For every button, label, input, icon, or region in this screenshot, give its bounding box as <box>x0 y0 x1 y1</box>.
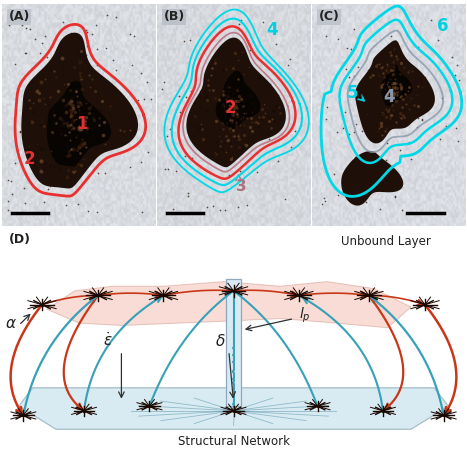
Text: Unbound Layer: Unbound Layer <box>341 235 431 249</box>
Text: 5: 5 <box>347 84 358 101</box>
Text: 4: 4 <box>383 88 395 106</box>
Polygon shape <box>47 282 411 328</box>
Text: (D): (D) <box>9 233 31 246</box>
FancyBboxPatch shape <box>226 279 241 406</box>
Polygon shape <box>186 37 286 167</box>
Text: 2: 2 <box>225 99 237 117</box>
Text: 4: 4 <box>267 21 278 39</box>
Text: (C): (C) <box>318 11 340 23</box>
Polygon shape <box>341 151 403 206</box>
Text: 1: 1 <box>76 115 88 133</box>
Polygon shape <box>21 32 138 188</box>
Text: $\alpha$: $\alpha$ <box>5 316 16 331</box>
Text: Structural Network: Structural Network <box>177 435 290 448</box>
Text: 2: 2 <box>24 150 35 169</box>
Text: $l_p$: $l_p$ <box>299 306 311 325</box>
Polygon shape <box>47 81 111 166</box>
Text: (A): (A) <box>8 11 30 23</box>
Text: 6: 6 <box>437 17 448 35</box>
Text: (B): (B) <box>163 11 185 23</box>
Polygon shape <box>380 65 412 106</box>
Text: $\dot{\varepsilon}$: $\dot{\varepsilon}$ <box>103 331 113 349</box>
Polygon shape <box>19 388 448 429</box>
Polygon shape <box>216 71 261 129</box>
Text: 3: 3 <box>236 179 247 194</box>
Polygon shape <box>355 40 435 143</box>
Text: $\delta$: $\delta$ <box>215 333 226 349</box>
